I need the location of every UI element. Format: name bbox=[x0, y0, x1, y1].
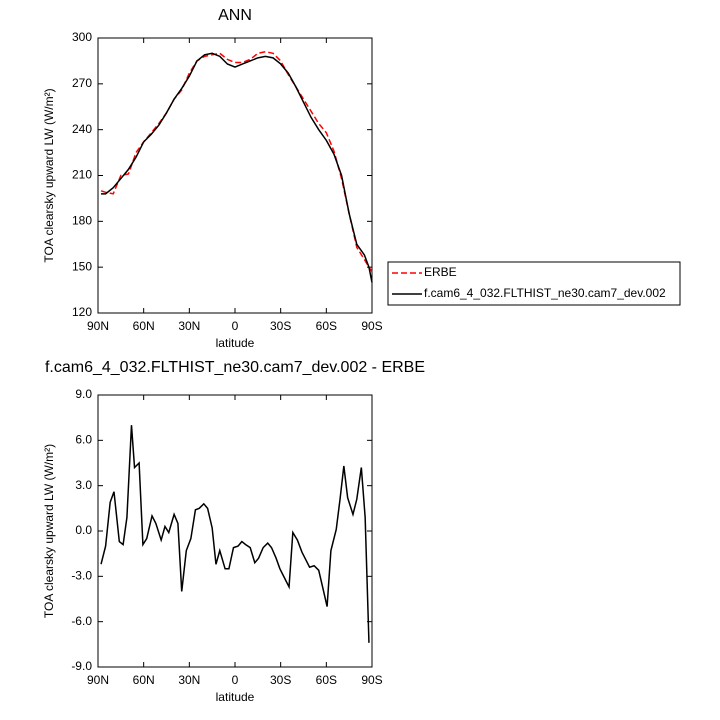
y-tick-label: 3.0 bbox=[75, 478, 92, 492]
x-tick-label: 30N bbox=[178, 319, 200, 333]
x-tick-label: 60S bbox=[316, 673, 337, 687]
x-tick-label: 90S bbox=[361, 319, 382, 333]
x-tick-label: 60N bbox=[133, 319, 155, 333]
x-tick-label: 0 bbox=[232, 673, 239, 687]
chart-title: f.cam6_4_032.FLTHIST_ne30.cam7_dev.002 -… bbox=[45, 359, 425, 376]
data-line bbox=[100, 425, 370, 643]
plot-frame bbox=[97, 37, 373, 314]
data-line bbox=[100, 50, 373, 273]
x-tick-label: 0 bbox=[232, 319, 239, 333]
legend-label: ERBE bbox=[424, 265, 457, 279]
y-tick-label: 240 bbox=[72, 122, 92, 136]
x-tick-label: 60N bbox=[133, 673, 155, 687]
plot-frame bbox=[97, 394, 373, 668]
y-tick-label: -3.0 bbox=[71, 569, 92, 583]
y-tick-label: 0.0 bbox=[75, 523, 92, 537]
y-tick-label: 300 bbox=[72, 30, 92, 44]
y-tick-label: 9.0 bbox=[75, 387, 92, 401]
legend-box bbox=[387, 261, 681, 306]
data-line bbox=[101, 52, 373, 283]
x-tick-label: 30N bbox=[178, 673, 200, 687]
y-axis-label: TOA clearsky upward LW (W/m²) bbox=[42, 88, 56, 262]
y-axis-label: TOA clearsky upward LW (W/m²) bbox=[42, 444, 56, 618]
y-tick-label: 270 bbox=[72, 76, 92, 90]
legend-label: f.cam6_4_032.FLTHIST_ne30.cam7_dev.002 bbox=[424, 286, 666, 300]
x-tick-label: 30S bbox=[270, 319, 291, 333]
x-tick-label: 60S bbox=[316, 319, 337, 333]
y-tick-label: 180 bbox=[72, 214, 92, 228]
y-tick-label: -6.0 bbox=[71, 614, 92, 628]
y-tick-label: 6.0 bbox=[75, 433, 92, 447]
x-axis-label: latitude bbox=[216, 690, 255, 704]
x-tick-label: 90S bbox=[361, 673, 382, 687]
x-tick-label: 90N bbox=[87, 673, 109, 687]
chart-title: ANN bbox=[218, 7, 252, 24]
x-tick-label: 30S bbox=[270, 673, 291, 687]
x-tick-label: 90N bbox=[87, 319, 109, 333]
y-tick-label: 120 bbox=[72, 305, 92, 319]
y-tick-label: 210 bbox=[72, 168, 92, 182]
y-tick-label: -9.0 bbox=[71, 659, 92, 673]
y-tick-label: 150 bbox=[72, 259, 92, 273]
x-axis-label: latitude bbox=[216, 336, 255, 350]
